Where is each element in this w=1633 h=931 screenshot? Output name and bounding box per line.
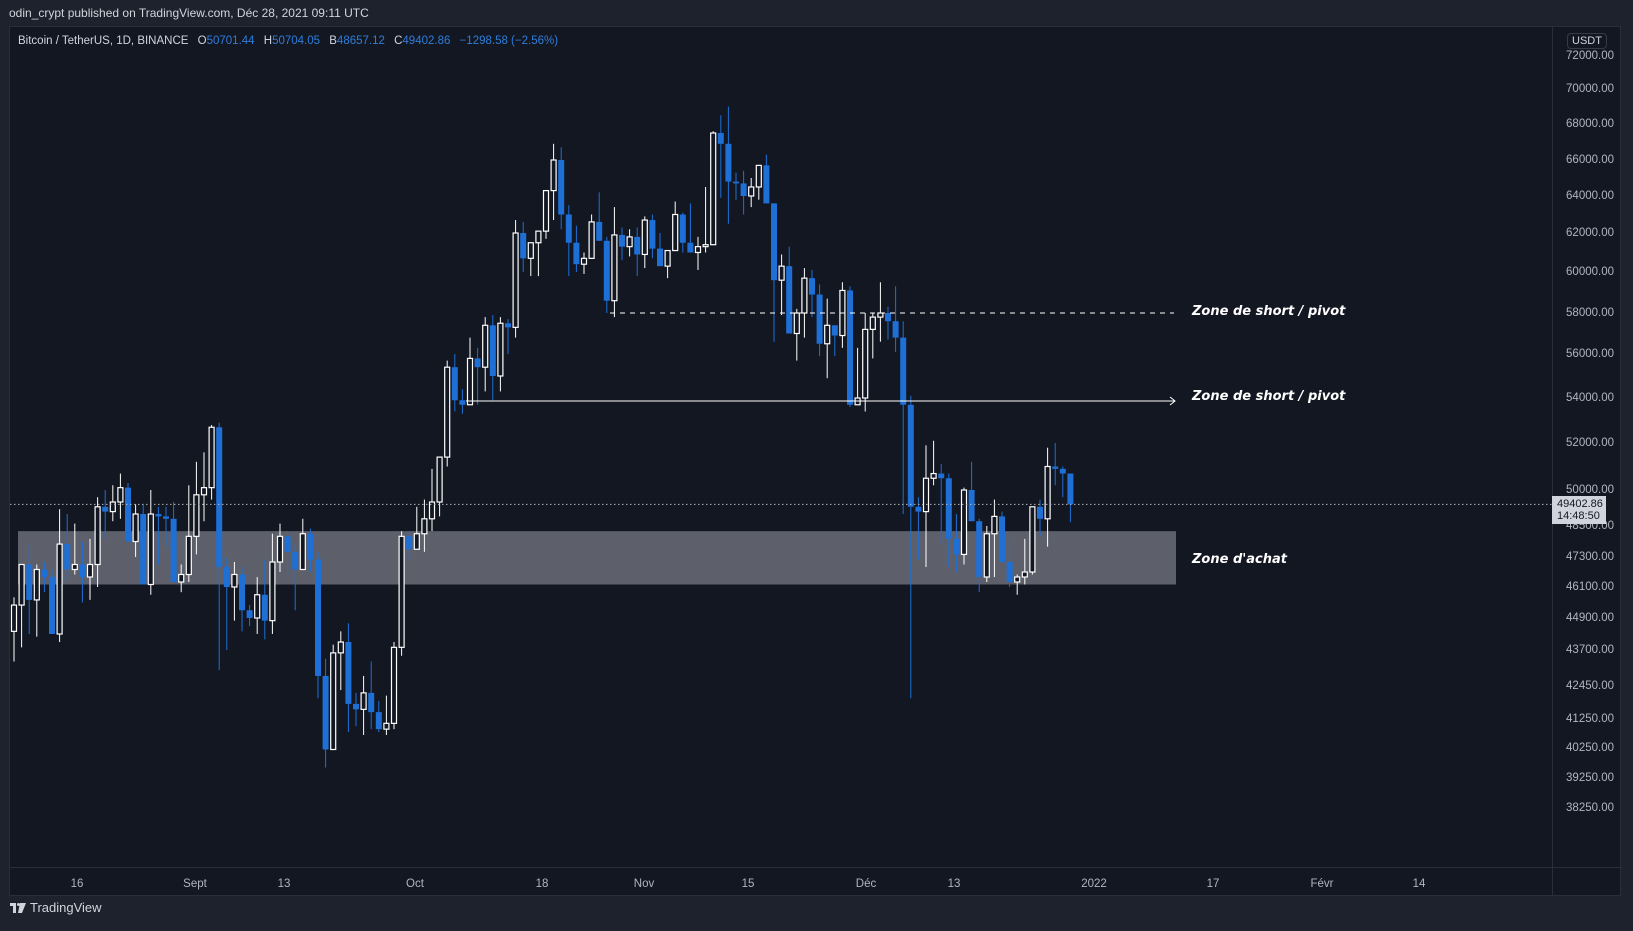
price-tick: 46100.00 — [1566, 581, 1614, 593]
price-tick: 47300.00 — [1566, 551, 1614, 563]
price-tick: 41250.00 — [1566, 713, 1614, 725]
price-tick: 60000.00 — [1566, 266, 1614, 278]
price-tick: 70000.00 — [1566, 83, 1614, 95]
low-label: B — [329, 35, 337, 47]
close-value: 49402.86 — [402, 35, 451, 47]
annotation-label-0: Zone de short / pivot — [1192, 304, 1346, 319]
symbol-name: Bitcoin / TetherUS, 1D, BINANCE — [18, 35, 189, 47]
price-tick: 52000.00 — [1566, 437, 1614, 449]
time-tick: 2022 — [1081, 878, 1107, 890]
chart-plot-area[interactable] — [10, 27, 1552, 867]
price-tick: 72000.00 — [1566, 50, 1614, 62]
price-tick: 50000.00 — [1566, 484, 1614, 496]
price-tick: 56000.00 — [1566, 348, 1614, 360]
tradingview-logo-icon — [10, 902, 26, 913]
price-tick: 58000.00 — [1566, 307, 1614, 319]
time-tick: 17 — [1206, 878, 1220, 890]
annotation-label-1: Zone de short / pivot — [1192, 389, 1346, 404]
time-tick: 14 — [1412, 878, 1426, 890]
brand-name: TradingView — [30, 900, 102, 915]
price-tick: 64000.00 — [1566, 190, 1614, 202]
footer-brand: TradingView — [10, 900, 102, 915]
last-price-tag: 49402.86 14:48:50 — [1552, 496, 1606, 525]
buy-zone-rectangle — [18, 531, 1176, 585]
currency-badge[interactable]: USDT — [1567, 33, 1607, 49]
close-label: C — [394, 35, 403, 47]
time-axis[interactable]: 16 Sept 13 Oct 18 Nov 15 Déc 13 2022 17 Févr 14 — [10, 867, 1552, 896]
time-tick: 15 — [741, 878, 755, 890]
axis-corner — [1552, 867, 1622, 896]
price-tick: 40250.00 — [1566, 742, 1614, 754]
price-tick: 44900.00 — [1566, 612, 1614, 624]
time-tick: Nov — [633, 878, 655, 890]
high-value: 50704.05 — [272, 35, 321, 47]
last-price-value: 49402.86 — [1557, 498, 1603, 511]
price-tick: 62000.00 — [1566, 227, 1614, 239]
high-label: H — [263, 35, 273, 47]
open-label: O — [197, 35, 207, 47]
time-tick: 13 — [277, 878, 291, 890]
publish-info: odin_crypt published on TradingView.com,… — [9, 6, 369, 20]
price-axis[interactable]: 72000.00 70000.00 68000.00 66000.00 64000.00… — [1552, 27, 1622, 867]
change-value: −1298.58 (−2.56%) — [459, 35, 559, 47]
price-tick: 54000.00 — [1566, 392, 1614, 404]
time-tick: Févr — [1310, 878, 1334, 890]
low-value: 48657.12 — [336, 35, 385, 47]
price-tick: 39250.00 — [1566, 772, 1614, 784]
time-tick: 16 — [70, 878, 84, 890]
time-tick: Déc — [855, 878, 877, 890]
open-value: 50701.44 — [206, 35, 255, 47]
time-tick: 13 — [947, 878, 961, 890]
chart-frame — [9, 26, 1621, 896]
price-tick: 42450.00 — [1566, 680, 1614, 692]
price-tick: 43700.00 — [1566, 644, 1614, 656]
symbol-legend: Bitcoin / TetherUS, 1D, BINANCE O50701.4… — [18, 35, 558, 47]
price-tick: 38250.00 — [1566, 802, 1614, 814]
time-tick: Sept — [183, 878, 207, 890]
price-tick: 66000.00 — [1566, 154, 1614, 166]
price-tick: 68000.00 — [1566, 118, 1614, 130]
time-tick: 18 — [535, 878, 549, 890]
time-tick: Oct — [406, 878, 424, 890]
bar-countdown: 14:48:50 — [1557, 510, 1600, 523]
annotation-label-2: Zone d'achat — [1192, 552, 1287, 567]
candlestick-chart — [10, 106, 1552, 768]
